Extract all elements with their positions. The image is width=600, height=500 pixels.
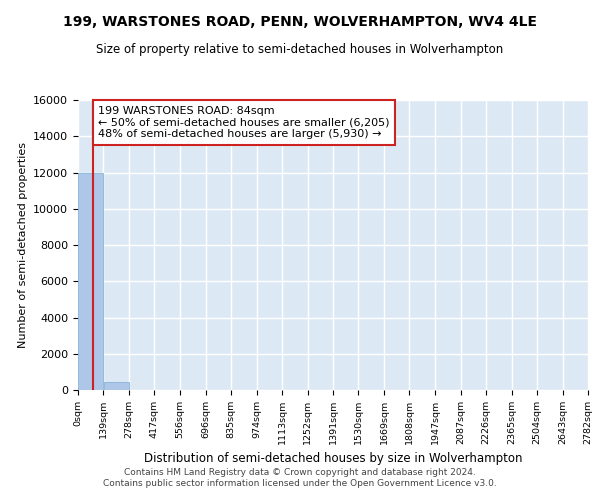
Y-axis label: Number of semi-detached properties: Number of semi-detached properties	[17, 142, 28, 348]
Text: 199, WARSTONES ROAD, PENN, WOLVERHAMPTON, WV4 4LE: 199, WARSTONES ROAD, PENN, WOLVERHAMPTON…	[63, 15, 537, 29]
X-axis label: Distribution of semi-detached houses by size in Wolverhampton: Distribution of semi-detached houses by …	[144, 452, 522, 466]
Text: 199 WARSTONES ROAD: 84sqm
← 50% of semi-detached houses are smaller (6,205)
48% : 199 WARSTONES ROAD: 84sqm ← 50% of semi-…	[98, 106, 390, 139]
Bar	[104, 382, 129, 390]
Bar	[78, 172, 103, 390]
Text: Contains HM Land Registry data © Crown copyright and database right 2024.
Contai: Contains HM Land Registry data © Crown c…	[103, 468, 497, 487]
Text: Size of property relative to semi-detached houses in Wolverhampton: Size of property relative to semi-detach…	[97, 42, 503, 56]
